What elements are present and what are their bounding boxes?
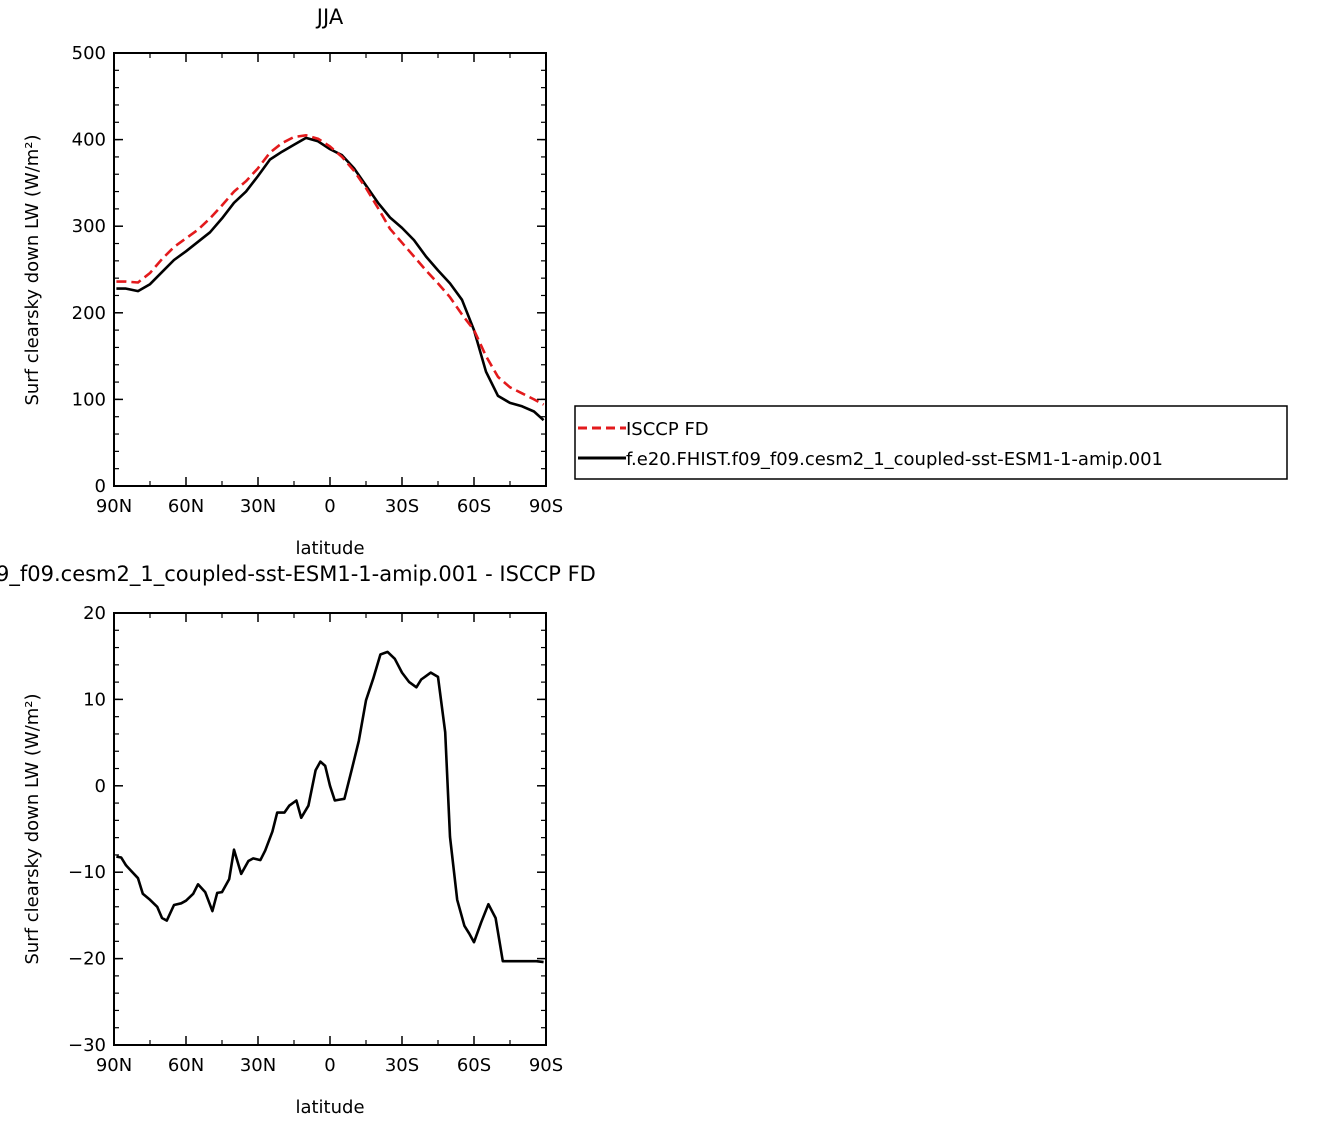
y-tick-label: −10	[68, 862, 106, 883]
x-tick-label: 30N	[240, 1055, 276, 1076]
bottom-panel-x-tick-labels: 90N 60N 30N 0 30S 60S 90S	[96, 1055, 563, 1076]
top-panel-xlabel: latitude	[295, 538, 364, 559]
top-panel-ticks	[113, 52, 547, 487]
bottom-panel-ylabel: Surf clearsky down LW (W/m²)	[22, 693, 43, 964]
y-tick-label: 0	[95, 476, 106, 497]
x-tick-label: 60S	[457, 1055, 491, 1076]
legend-label-isccp: ISCCP FD	[626, 419, 709, 440]
legend-box	[574, 405, 1288, 480]
y-tick-label: 0	[95, 776, 106, 797]
x-tick-label: 60N	[168, 496, 204, 517]
y-tick-label: −30	[68, 1035, 106, 1056]
top-panel-y-tick-labels: 0 100 200 300 400 500	[72, 43, 106, 497]
x-tick-label: 0	[324, 1055, 335, 1076]
y-tick-label: 10	[83, 689, 106, 710]
bottom-panel-y-tick-labels: −30 −20 −10 0 10 20	[68, 603, 106, 1056]
y-tick-label: 400	[72, 130, 106, 151]
bottom-panel-xlabel: latitude	[295, 1097, 364, 1118]
y-tick-label: −20	[68, 949, 106, 970]
y-tick-label: 200	[72, 303, 106, 324]
top-panel-frame	[113, 52, 547, 487]
x-tick-label: 90N	[96, 496, 132, 517]
x-tick-label: 0	[324, 496, 335, 517]
top-panel-lines	[116, 134, 545, 422]
x-tick-label: 90S	[529, 1055, 563, 1076]
x-tick-label: 30N	[240, 496, 276, 517]
y-tick-label: 100	[72, 389, 106, 410]
legend: ISCCP FD f.e20.FHIST.f09_f09.cesm2_1_cou…	[574, 405, 1288, 480]
top-panel-title: JJA	[315, 5, 344, 29]
bottom-panel-frame	[113, 612, 547, 1046]
y-tick-label: 300	[72, 216, 106, 237]
bottom-panel-lines	[116, 650, 544, 964]
x-tick-label: 30S	[385, 496, 419, 517]
x-tick-label: 90S	[529, 496, 563, 517]
legend-label-model: f.e20.FHIST.f09_f09.cesm2_1_coupled-sst-…	[626, 449, 1163, 470]
top-panel-x-tick-labels: 90N 60N 30N 0 30S 60S 90S	[96, 496, 563, 517]
series-line-model	[116, 650, 544, 964]
bottom-panel-ticks	[113, 612, 547, 1046]
x-tick-label: 60S	[457, 496, 491, 517]
top-panel: JJA 90N 60N 30N 0 30S 60S 90S 0 100 200 300 400 500…	[22, 5, 563, 559]
x-tick-label: 30S	[385, 1055, 419, 1076]
bottom-panel: 9_f09.cesm2_1_coupled-sst-ESM1-1-amip.00…	[0, 562, 596, 1118]
top-panel-ylabel: Surf clearsky down LW (W/m²)	[22, 134, 43, 405]
bottom-panel-title: 9_f09.cesm2_1_coupled-sst-ESM1-1-amip.00…	[0, 562, 596, 587]
series-line-isccp	[116, 134, 545, 406]
series-line-model	[116, 136, 545, 422]
y-tick-label: 20	[83, 603, 106, 624]
y-tick-label: 500	[72, 43, 106, 64]
x-tick-label: 90N	[96, 1055, 132, 1076]
x-tick-label: 60N	[168, 1055, 204, 1076]
